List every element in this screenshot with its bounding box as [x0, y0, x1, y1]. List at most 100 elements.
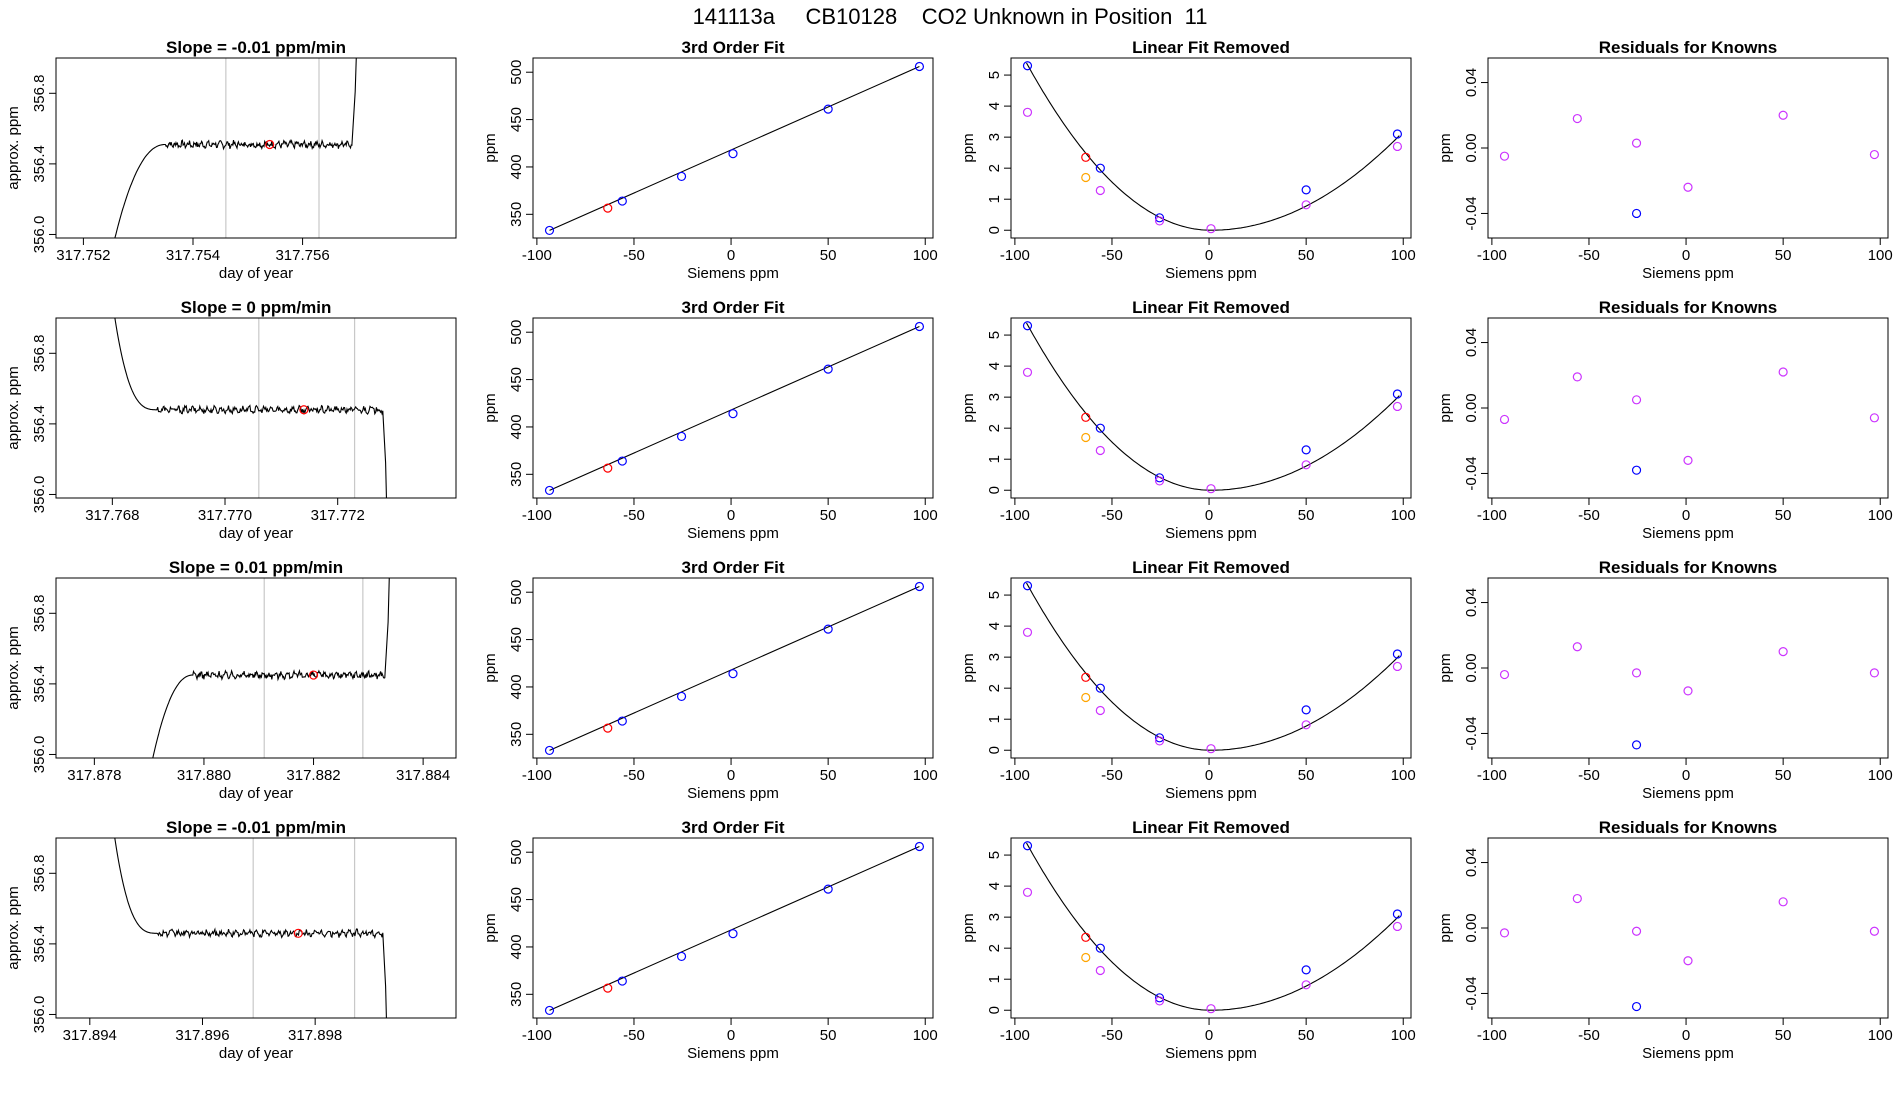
data-point-blue: [823, 884, 833, 894]
x-tick-label: -100: [1000, 767, 1030, 784]
plot-frame: [1010, 317, 1412, 499]
x-tick-label: 317.756: [275, 247, 329, 264]
panel-data: [114, 838, 387, 1018]
data-point-magenta: [1869, 413, 1880, 423]
plot-frame: [55, 837, 457, 1019]
x-axis-label: Siemens ppm: [1642, 785, 1734, 802]
y-tick-label: -0.04: [1463, 196, 1480, 230]
x-tick-label: -100: [522, 1027, 552, 1044]
y-tick-label: 356.4: [31, 925, 48, 963]
data-point-blue: [823, 624, 833, 634]
y-tick-label: -0.04: [1463, 456, 1480, 490]
y-tick-label: 1: [986, 975, 1003, 983]
x-tick-label: 317.772: [311, 507, 365, 524]
y-tick-label: 356.4: [31, 145, 48, 183]
average-marker: [265, 139, 275, 150]
x-axis-label: Siemens ppm: [1165, 265, 1257, 282]
data-point-magenta: [1392, 921, 1403, 932]
panel-data: [1022, 581, 1403, 754]
data-point-magenta: [1499, 414, 1510, 425]
y-axis-label: approx. ppm: [5, 886, 22, 969]
y-tick-label: 4: [986, 882, 1003, 890]
data-point-blue: [1154, 473, 1165, 483]
y-tick-label: 350: [508, 202, 525, 227]
data-point-blue: [1301, 445, 1311, 455]
y-tick-label: 4: [986, 102, 1003, 110]
panel-title: Slope = -0.01 ppm/min: [166, 38, 346, 57]
x-tick-label: -50: [1101, 1027, 1123, 1044]
data-point-red: [1081, 932, 1091, 942]
y-tick-label: 356.8: [31, 855, 48, 893]
y-tick-label: 356.8: [31, 75, 48, 113]
x-tick-label: 50: [1298, 507, 1315, 524]
y-tick-label: 0: [986, 746, 1003, 754]
plot-frame: [532, 577, 934, 759]
x-tick-label: -50: [1101, 507, 1123, 524]
y-tick-label: 0: [986, 226, 1003, 234]
panel-r2-c0: Slope = 0.01 ppm/min 317.878 317.880 317.88…: [5, 558, 457, 802]
x-tick-label: 50: [1775, 767, 1792, 784]
x-tick-label: 50: [820, 247, 837, 264]
data-point-orange: [1081, 692, 1091, 703]
panel-r0-c3: Residuals for Knowns -100 -50 0 50 100 Siemens…: [1437, 38, 1893, 282]
plot-frame: [1487, 837, 1889, 1019]
panel-title: 3rd Order Fit: [682, 298, 785, 317]
fit-line: [549, 326, 920, 491]
data-point-magenta: [1869, 926, 1880, 936]
data-point-blue: [914, 841, 925, 852]
panel-r3-c1: 3rd Order Fit -100 -50 0 50 100 Siemens ppm 350…: [482, 818, 938, 1062]
x-axis-label: Siemens ppm: [1165, 785, 1257, 802]
y-tick-label: 356.0: [31, 476, 48, 514]
data-point-blue: [544, 225, 555, 236]
panel-r1-c1: 3rd Order Fit -100 -50 0 50 100 Siemens ppm 350…: [482, 298, 938, 542]
data-point-blue: [1095, 163, 1105, 173]
y-tick-label: 3: [986, 653, 1003, 661]
y-tick-label: 0.00: [1463, 653, 1480, 682]
y-tick-label: 3: [986, 393, 1003, 401]
data-point-orange: [1081, 432, 1091, 443]
data-point-magenta: [1392, 401, 1403, 412]
data-point-red: [603, 463, 613, 473]
y-tick-label: 0.04: [1463, 848, 1480, 877]
y-tick-label: 2: [986, 684, 1003, 692]
data-point-blue: [1631, 740, 1642, 750]
data-point-blue: [728, 409, 738, 419]
y-tick-label: 1: [986, 715, 1003, 723]
x-tick-label: -100: [1477, 247, 1507, 264]
x-tick-label: 317.898: [288, 1027, 342, 1044]
y-axis-label: approx. ppm: [5, 106, 22, 189]
fit-line: [549, 66, 920, 231]
panel-r1-c0: Slope = 0 ppm/min 317.768 317.770 317.772 da…: [5, 298, 457, 542]
y-tick-label: 1: [986, 455, 1003, 463]
x-tick-label: 50: [1775, 247, 1792, 264]
y-axis-label: ppm: [482, 653, 499, 682]
data-point-blue: [676, 431, 687, 442]
plot-frame: [1487, 317, 1889, 499]
x-tick-label: 317.896: [175, 1027, 229, 1044]
y-axis-label: ppm: [1437, 913, 1454, 942]
panel-data: [1022, 321, 1403, 494]
data-point-magenta: [1022, 887, 1033, 897]
y-tick-label: 0.00: [1463, 133, 1480, 162]
y-tick-label: 400: [508, 154, 525, 179]
y-tick-label: 5: [986, 71, 1003, 79]
plot-frame: [1010, 837, 1412, 1019]
x-tick-label: -100: [1000, 507, 1030, 524]
panel-r3-c0: Slope = -0.01 ppm/min 317.894 317.896 317.8…: [5, 818, 457, 1062]
data-point-magenta: [1206, 1004, 1216, 1014]
data-point-blue: [1392, 389, 1403, 399]
data-point-blue: [617, 456, 627, 466]
x-tick-label: 50: [1298, 247, 1315, 264]
y-tick-label: 5: [986, 331, 1003, 339]
y-tick-label: 350: [508, 722, 525, 747]
data-point-magenta: [1683, 455, 1693, 465]
x-tick-label: 317.878: [67, 767, 121, 784]
data-point-red: [1081, 152, 1091, 162]
x-axis-label: Siemens ppm: [687, 265, 779, 282]
x-tick-label: 50: [820, 1027, 837, 1044]
data-point-blue: [914, 61, 925, 72]
panel-r0-c0: Slope = -0.01 ppm/min 317.752 317.754 317.7…: [5, 38, 457, 282]
y-tick-label: 450: [508, 107, 525, 132]
panel-data: [1022, 61, 1403, 234]
